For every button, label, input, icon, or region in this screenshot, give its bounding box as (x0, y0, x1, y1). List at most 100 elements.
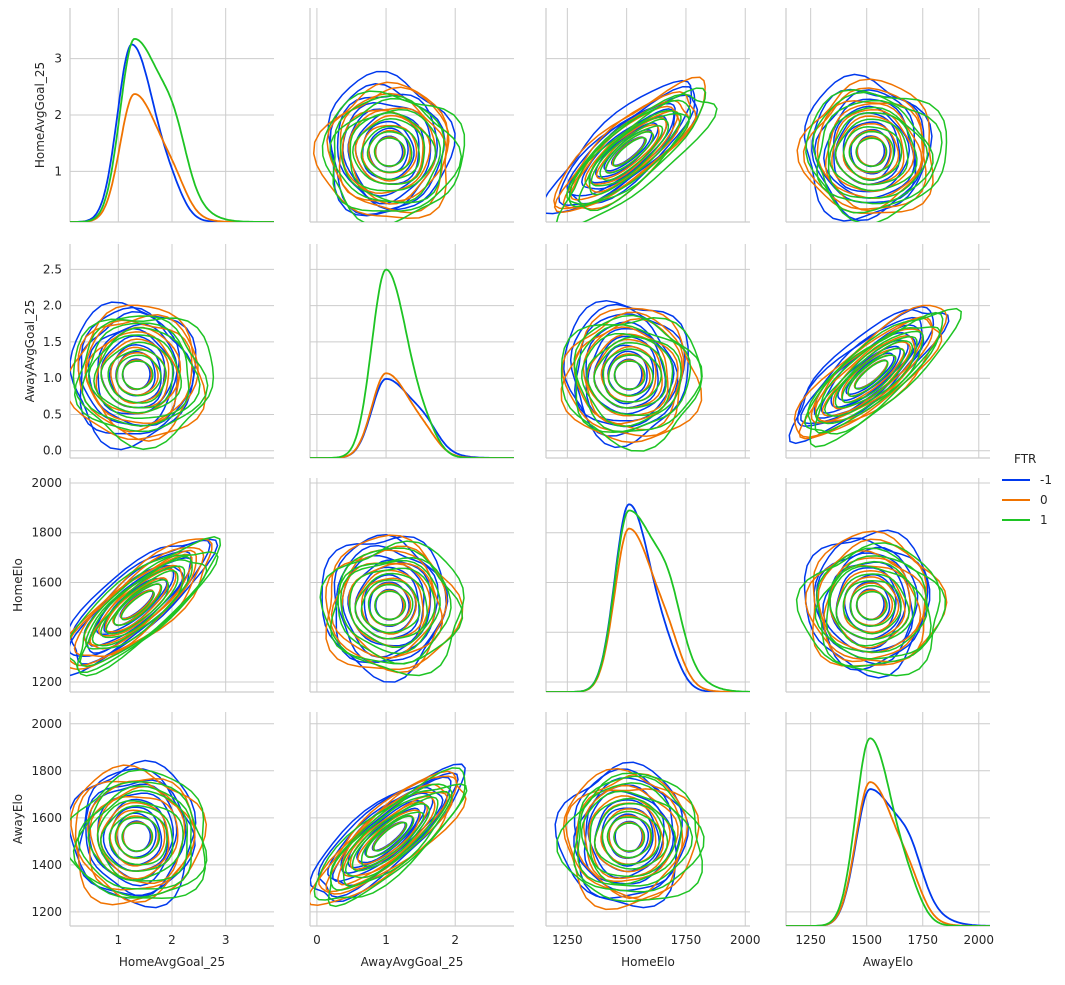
kde-contour-1 (827, 106, 929, 199)
kde-contour-1 (814, 326, 941, 434)
kde-contour-1 (329, 97, 445, 204)
kde-contour--1 (587, 790, 665, 879)
x-tick-label: 1500 (851, 933, 882, 947)
kde-contour-1 (586, 336, 674, 416)
x-tick-label: 2000 (730, 933, 761, 947)
kde-contour-0 (562, 767, 700, 911)
kde-contour--1 (70, 538, 219, 677)
kde-contour-0 (561, 311, 685, 438)
kde-contour-0 (824, 102, 923, 200)
x-axis-label: HomeAvgGoal_25 (119, 955, 225, 969)
legend-label-1: 1 (1040, 513, 1048, 527)
kde-contour--1 (574, 313, 679, 428)
y-axis-label: AwayElo (11, 794, 25, 844)
kde-contour-0 (83, 553, 193, 650)
kde-curve-1 (546, 509, 750, 692)
kde-contour-0 (70, 538, 213, 671)
kde-contour-1 (367, 583, 414, 626)
kde-contour-1 (814, 330, 924, 425)
y-tick-label: 1800 (31, 764, 62, 778)
kde-contour-1 (556, 772, 703, 903)
legend-title: FTR (1014, 452, 1036, 466)
panel-AwayAvgGoal_25-vs-AwayElo (785, 244, 990, 459)
panel-HomeElo-vs-AwayAvgGoal_25 (309, 478, 514, 693)
y-tick-label: 2 (54, 108, 62, 122)
kde-curve--1 (310, 377, 514, 458)
kde-contour-0 (560, 307, 703, 444)
x-tick-label: 2 (168, 933, 176, 947)
kde-contour-1 (373, 137, 406, 167)
kde-contour-1 (365, 815, 415, 859)
kde-contour-1 (814, 555, 932, 660)
y-tick-label: 1600 (31, 811, 62, 825)
y-tick-label: 1 (54, 164, 62, 178)
kde-contour-1 (100, 804, 174, 872)
panel-HomeElo-vs-HomeElo (545, 478, 750, 693)
x-tick-label: 0 (313, 933, 321, 947)
x-tick-label: 3 (222, 933, 230, 947)
x-axis-label: AwayAvgGoal_25 (361, 955, 464, 969)
kde-contour-1 (115, 354, 162, 397)
kde-contour--1 (70, 759, 197, 909)
legend-label--1: -1 (1040, 473, 1052, 487)
kde-contour-0 (318, 775, 458, 895)
legend: FTR -1 0 1 (1002, 452, 1052, 527)
kde-contour-1 (823, 335, 918, 417)
kde-contour-1 (93, 334, 183, 414)
kde-contour-0 (325, 545, 448, 674)
kde-contour-1 (575, 324, 692, 433)
kde-contour--1 (103, 577, 168, 634)
kde-contour--1 (85, 779, 187, 897)
gridlines (70, 8, 274, 222)
x-tick-label: 1 (114, 933, 122, 947)
kde-contour-1 (847, 354, 897, 398)
kde-contour-0 (74, 777, 196, 904)
gridlines (786, 712, 990, 926)
panel-HomeAvgGoal_25-vs-AwayElo (785, 8, 990, 223)
kde-contour--1 (558, 85, 696, 207)
panel-AwayElo-vs-HomeElo: 1250 1500 1750 2000 HomeElo (545, 712, 761, 969)
kde-contour-1 (841, 347, 906, 404)
kde-contour-1 (590, 118, 670, 187)
kde-curve-0 (310, 372, 514, 458)
kde-contour--1 (554, 761, 683, 909)
kde-contour-1 (70, 769, 206, 899)
kde-contour-1 (354, 572, 428, 640)
kde-contour-1 (855, 590, 888, 621)
kde-contour-1 (76, 551, 219, 674)
kde-contour-1 (599, 125, 664, 182)
y-tick-label: 1800 (31, 526, 62, 540)
kde-contour-1 (100, 570, 179, 639)
kde-contour-1 (105, 579, 170, 635)
kde-curve-0 (70, 93, 274, 222)
y-axis-label: HomeAvgGoal_25 (33, 62, 47, 168)
kde-contour-0 (348, 109, 431, 194)
kde-contour-1 (96, 799, 184, 882)
x-tick-label: 2000 (964, 933, 995, 947)
kde-contour-1 (329, 783, 453, 891)
kde-contour--1 (347, 799, 426, 869)
kde-contour-0 (70, 304, 207, 441)
x-tick-label: 1500 (611, 933, 642, 947)
kde-contour-1 (602, 348, 663, 403)
y-tick-label: 1.5 (43, 335, 62, 349)
kde-contour-1 (828, 111, 918, 192)
y-axis-label: AwayAvgGoal_25 (23, 300, 37, 403)
kde-contour-1 (829, 565, 917, 647)
kde-contour-1 (87, 327, 190, 420)
kde-contour-1 (855, 137, 888, 167)
kde-contour--1 (77, 768, 196, 896)
kde-contour-1 (121, 360, 154, 390)
kde-contour-1 (612, 137, 647, 167)
kde-contour--1 (823, 98, 916, 199)
kde-contour-1 (339, 108, 442, 204)
kde-contour-1 (593, 341, 667, 409)
gridlines (310, 244, 514, 458)
kde-contour-1 (107, 349, 167, 404)
y-tick-label: 1.0 (43, 371, 62, 385)
x-tick-label: 1750 (907, 933, 938, 947)
kde-contour-1 (87, 789, 189, 882)
kde-contour-1 (360, 811, 425, 868)
kde-curve-1 (70, 37, 274, 222)
kde-contour-1 (842, 580, 902, 635)
